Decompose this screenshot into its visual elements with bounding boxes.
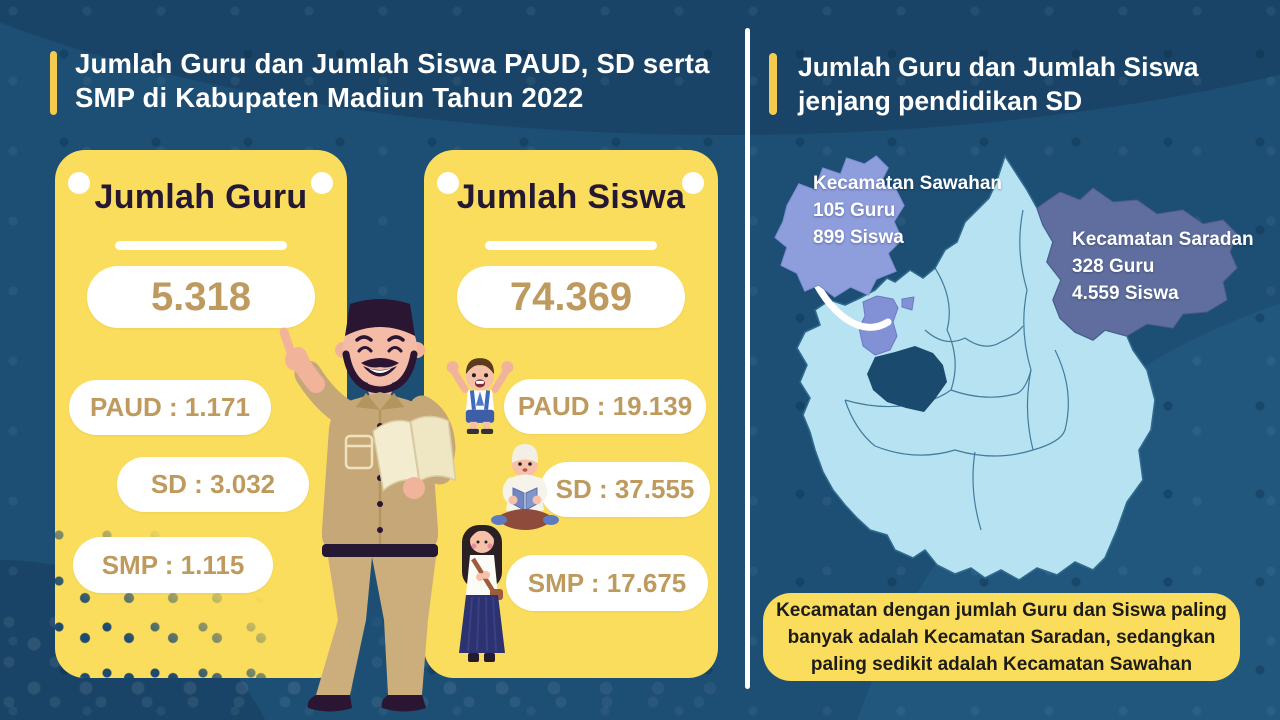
siswa-smp-value: SMP : 17.675 xyxy=(506,555,708,611)
kabupaten-madiun-map xyxy=(796,155,1238,581)
sawahan-inset-shape xyxy=(774,155,905,298)
right-panel-title: Jumlah Guru dan Jumlah Siswa jenjang pen… xyxy=(798,52,1199,116)
left-panel-title: Jumlah Guru dan Jumlah Siswa PAUD, SD se… xyxy=(75,48,710,113)
guru-card: Jumlah Guru 5.318 PAUD : 1.171 SD : 3.03… xyxy=(55,150,347,678)
conclusion-box: Kecamatan dengan jumlah Guru dan Siswa p… xyxy=(763,593,1240,681)
vertical-divider xyxy=(745,28,750,689)
map-region-saradan xyxy=(1036,187,1238,341)
saradan-name: Kecamatan Saradan xyxy=(1072,229,1254,250)
schoolgirl-illustration xyxy=(459,525,505,662)
siswa-paud-value: PAUD : 19.139 xyxy=(504,379,706,434)
guru-sd-value: SD : 3.032 xyxy=(117,457,309,512)
title-underline xyxy=(115,241,287,250)
sawahan-guru: 105 Guru xyxy=(813,200,896,221)
card-hole-left xyxy=(437,172,459,194)
guru-total-value: 5.318 xyxy=(87,266,315,328)
guru-paud-value: PAUD : 1.171 xyxy=(69,380,271,435)
siswa-total-value: 74.369 xyxy=(457,266,685,328)
card-hole-right xyxy=(682,172,704,194)
card-hole-right xyxy=(311,172,333,194)
card-hole-left xyxy=(68,172,90,194)
right-panel-header: Jumlah Guru dan Jumlah Siswa jenjang pen… xyxy=(769,50,1199,118)
sawahan-name: Kecamatan Sawahan xyxy=(813,173,1003,194)
left-panel-header: Jumlah Guru dan Jumlah Siswa PAUD, SD se… xyxy=(50,47,710,115)
siswa-sd-value: SD : 37.555 xyxy=(540,462,710,517)
sawahan-label: Kecamatan Sawahan 105 Guru 899 Siswa xyxy=(813,170,1002,251)
guru-smp-value: SMP : 1.115 xyxy=(73,537,273,593)
accent-bar xyxy=(50,51,57,115)
map-region-dark xyxy=(867,346,947,412)
excited-boy-illustration xyxy=(446,358,514,434)
teacher-illustration xyxy=(279,299,457,712)
saradan-siswa: 4.559 Siswa xyxy=(1072,283,1179,304)
title-underline xyxy=(485,241,657,250)
saradan-label: Kecamatan Saradan 328 Guru 4.559 Siswa xyxy=(1072,226,1254,307)
siswa-card-title: Jumlah Siswa xyxy=(456,178,686,216)
sawahan-siswa: 899 Siswa xyxy=(813,227,904,248)
accent-bar xyxy=(769,53,777,115)
guru-card-title: Jumlah Guru xyxy=(94,178,308,216)
reading-boy-illustration xyxy=(491,444,559,530)
saradan-guru: 328 Guru xyxy=(1072,256,1155,277)
